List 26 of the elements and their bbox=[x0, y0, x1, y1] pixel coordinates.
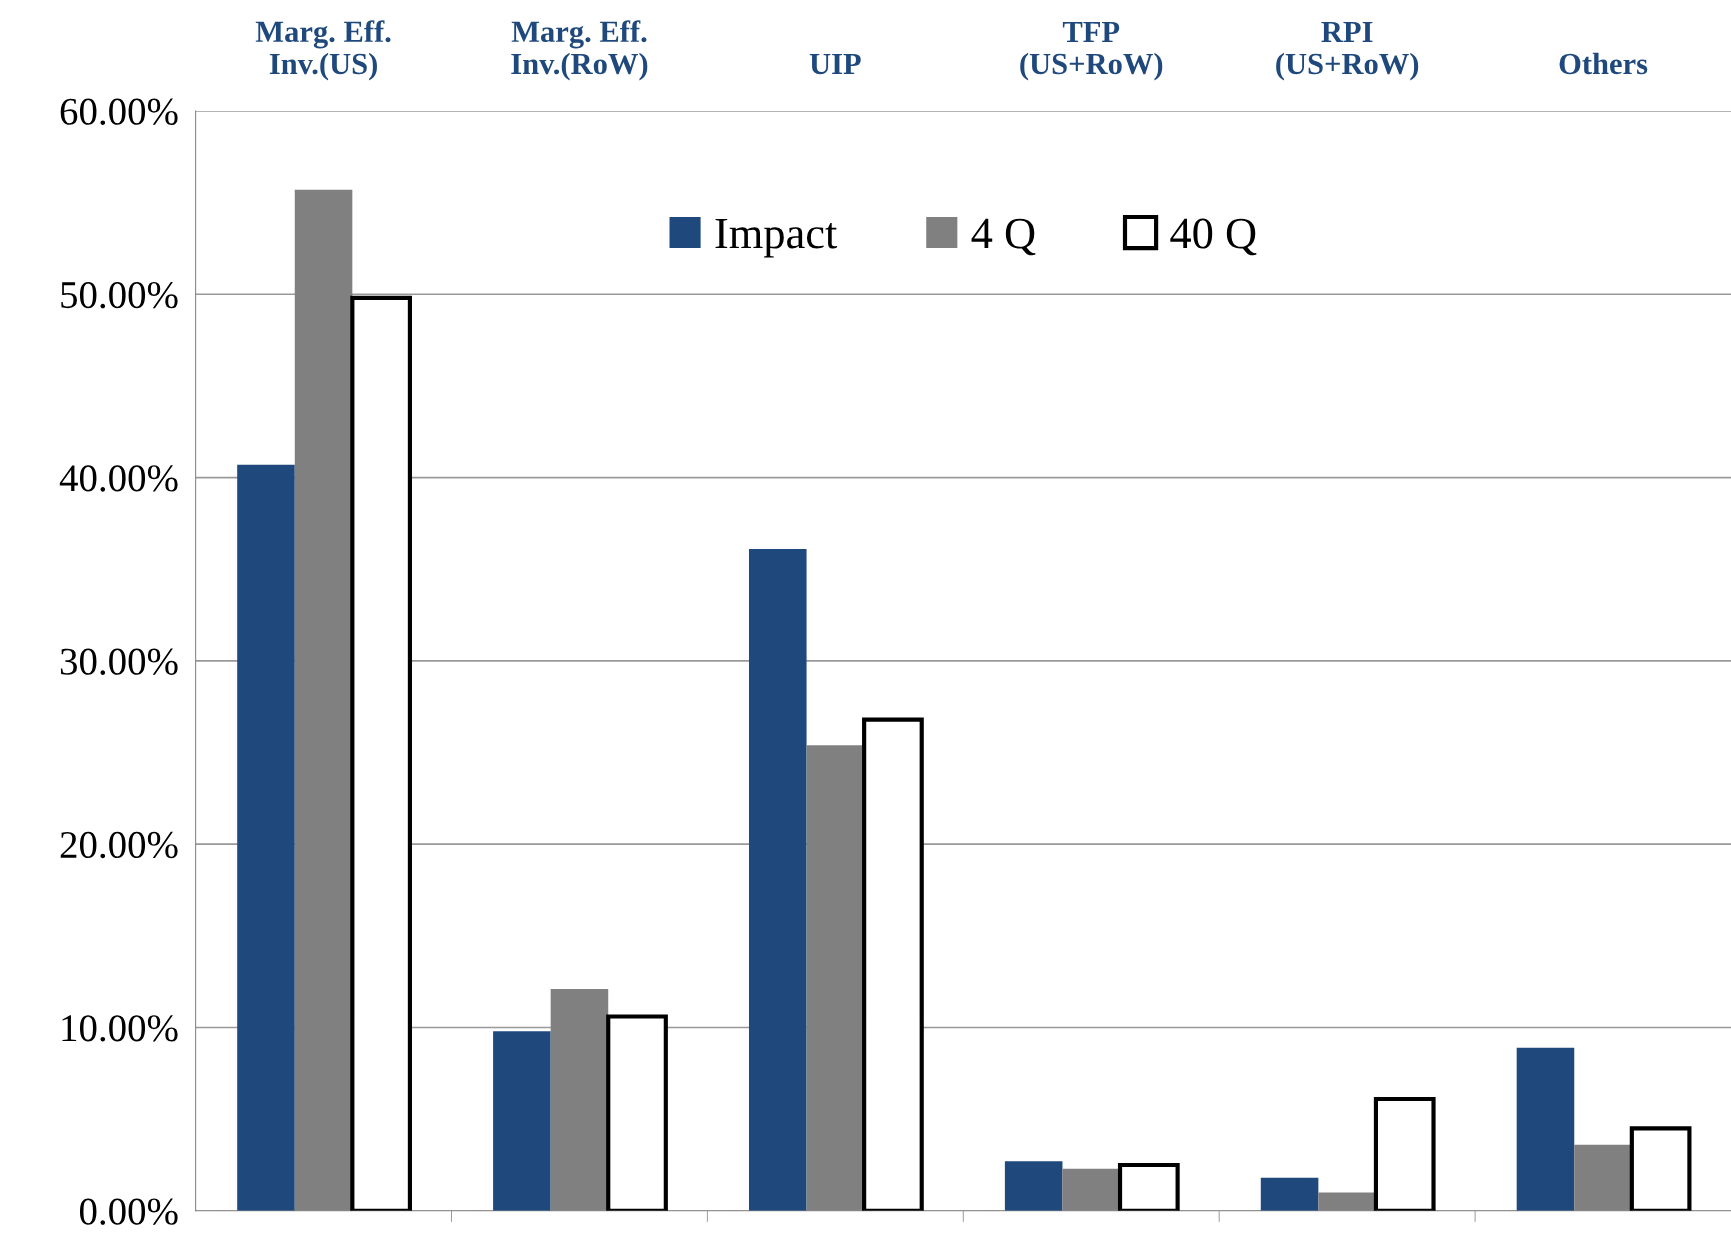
y-tick-label: 10.00% bbox=[62, 1015, 178, 1042]
bar bbox=[1574, 1144, 1632, 1211]
legend-label: 40 Q bbox=[1170, 218, 1257, 256]
x-tick-label: RPI (US+RoW) bbox=[1276, 21, 1419, 81]
bar bbox=[1004, 1161, 1063, 1211]
bar bbox=[493, 1031, 551, 1211]
x-tick-label: UIP bbox=[809, 53, 861, 75]
x-tick-label: Marg. Eff. Inv.(US) bbox=[255, 20, 391, 81]
bar bbox=[806, 745, 865, 1211]
bar bbox=[550, 989, 609, 1211]
bar bbox=[1516, 1047, 1575, 1211]
bar bbox=[1318, 1192, 1376, 1211]
x-tick-label: Marg. Eff. Inv.(RoW) bbox=[511, 20, 648, 81]
y-tick-label: 50.00% bbox=[61, 281, 178, 309]
bar bbox=[1260, 1177, 1319, 1211]
y-tick-label: 0.00% bbox=[79, 1198, 178, 1225]
y-tick-label: 60.00% bbox=[60, 98, 178, 126]
y-tick-label: 30.00% bbox=[60, 648, 178, 675]
legend-label: 4 Q bbox=[971, 218, 1036, 256]
y-tick-label: 40.00% bbox=[59, 465, 178, 492]
x-tick-label: Others bbox=[1559, 52, 1648, 75]
legend-label: Impact bbox=[715, 218, 838, 258]
bar bbox=[748, 549, 807, 1211]
y-tick-label: 20.00% bbox=[60, 831, 178, 859]
bar bbox=[237, 464, 295, 1211]
x-tick-label: TFP (US+RoW) bbox=[1020, 21, 1163, 81]
